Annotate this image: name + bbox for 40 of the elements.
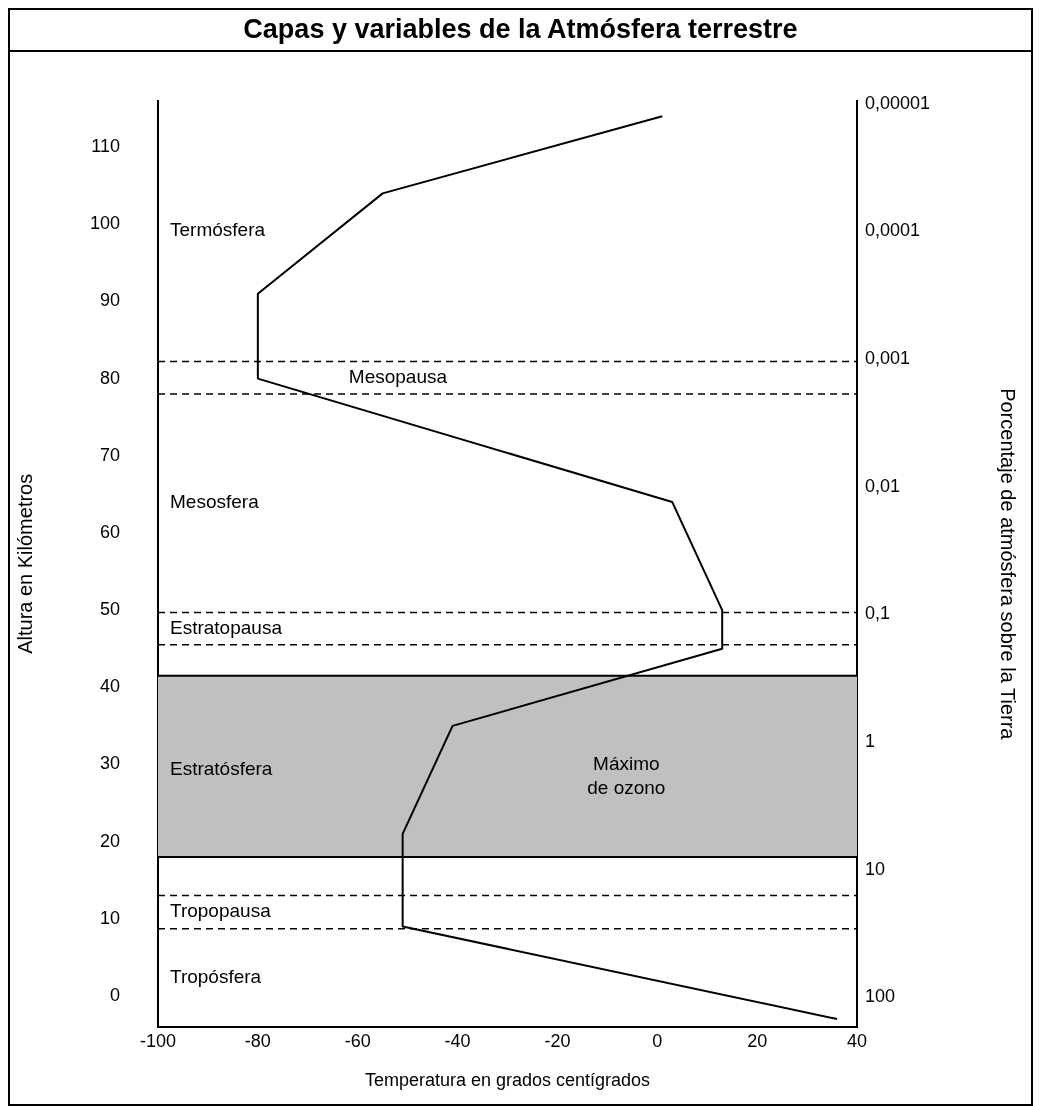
x-tick-label: 20 — [747, 1030, 768, 1051]
y-tick-label: 80 — [99, 367, 120, 388]
y-tick-label: 100 — [89, 213, 120, 234]
x-tick-label: -100 — [139, 1030, 177, 1051]
y-tick-label: 0 — [109, 984, 120, 1005]
ref-line-label: Mesopausa — [348, 366, 448, 388]
y2-tick-label: 10 — [865, 858, 886, 879]
y2-axis-title: Porcentaje de atmósfera sobre la Tierra — [997, 388, 1020, 741]
y-tick-label: 40 — [99, 676, 120, 697]
annotation: Termósfera — [170, 219, 266, 241]
annotation: Mesosfera — [170, 491, 260, 513]
y-tick-label: 50 — [99, 599, 120, 620]
chart-title: Capas y variables de la Atmósfera terrestre — [10, 10, 1031, 52]
y2-tick-label: 0,0001 — [865, 220, 921, 241]
y2-tick-label: 0,1 — [865, 603, 891, 624]
y2-tick-label: 100 — [865, 986, 896, 1007]
x-tick-label: -20 — [544, 1030, 571, 1051]
y2-tick-label: 0,001 — [865, 347, 911, 368]
x-axis-title: Temperatura en grados centígrados — [364, 1070, 651, 1091]
y-tick-label: 10 — [99, 907, 120, 928]
y-tick-label: 70 — [99, 444, 120, 465]
x-tick-label: -40 — [444, 1030, 471, 1051]
y-tick-label: 20 — [99, 830, 120, 851]
x-tick-label: -60 — [344, 1030, 371, 1051]
y-tick-label: 30 — [99, 753, 120, 774]
y2-tick-label: 0,00001 — [865, 92, 931, 113]
ref-line-label: Tropopausa — [170, 900, 272, 922]
y-axis-title: Altura en Kilómetros — [13, 473, 36, 654]
y2-tick-label: 0,01 — [865, 475, 901, 496]
annotation: Tropósfera — [170, 966, 262, 988]
y2-tick-label: 1 — [865, 730, 876, 751]
x-tick-label: -80 — [244, 1030, 271, 1051]
x-tick-label: 40 — [846, 1030, 868, 1051]
ref-line-label: Estratopausa — [170, 616, 283, 638]
y-tick-label: 90 — [99, 290, 120, 311]
band-label: Máximo de ozono — [587, 752, 666, 798]
annotation: Estratósfera — [170, 758, 273, 780]
x-tick-label: 0 — [652, 1030, 663, 1051]
y-tick-label: 60 — [99, 521, 120, 542]
y-tick-label: 110 — [91, 136, 120, 157]
